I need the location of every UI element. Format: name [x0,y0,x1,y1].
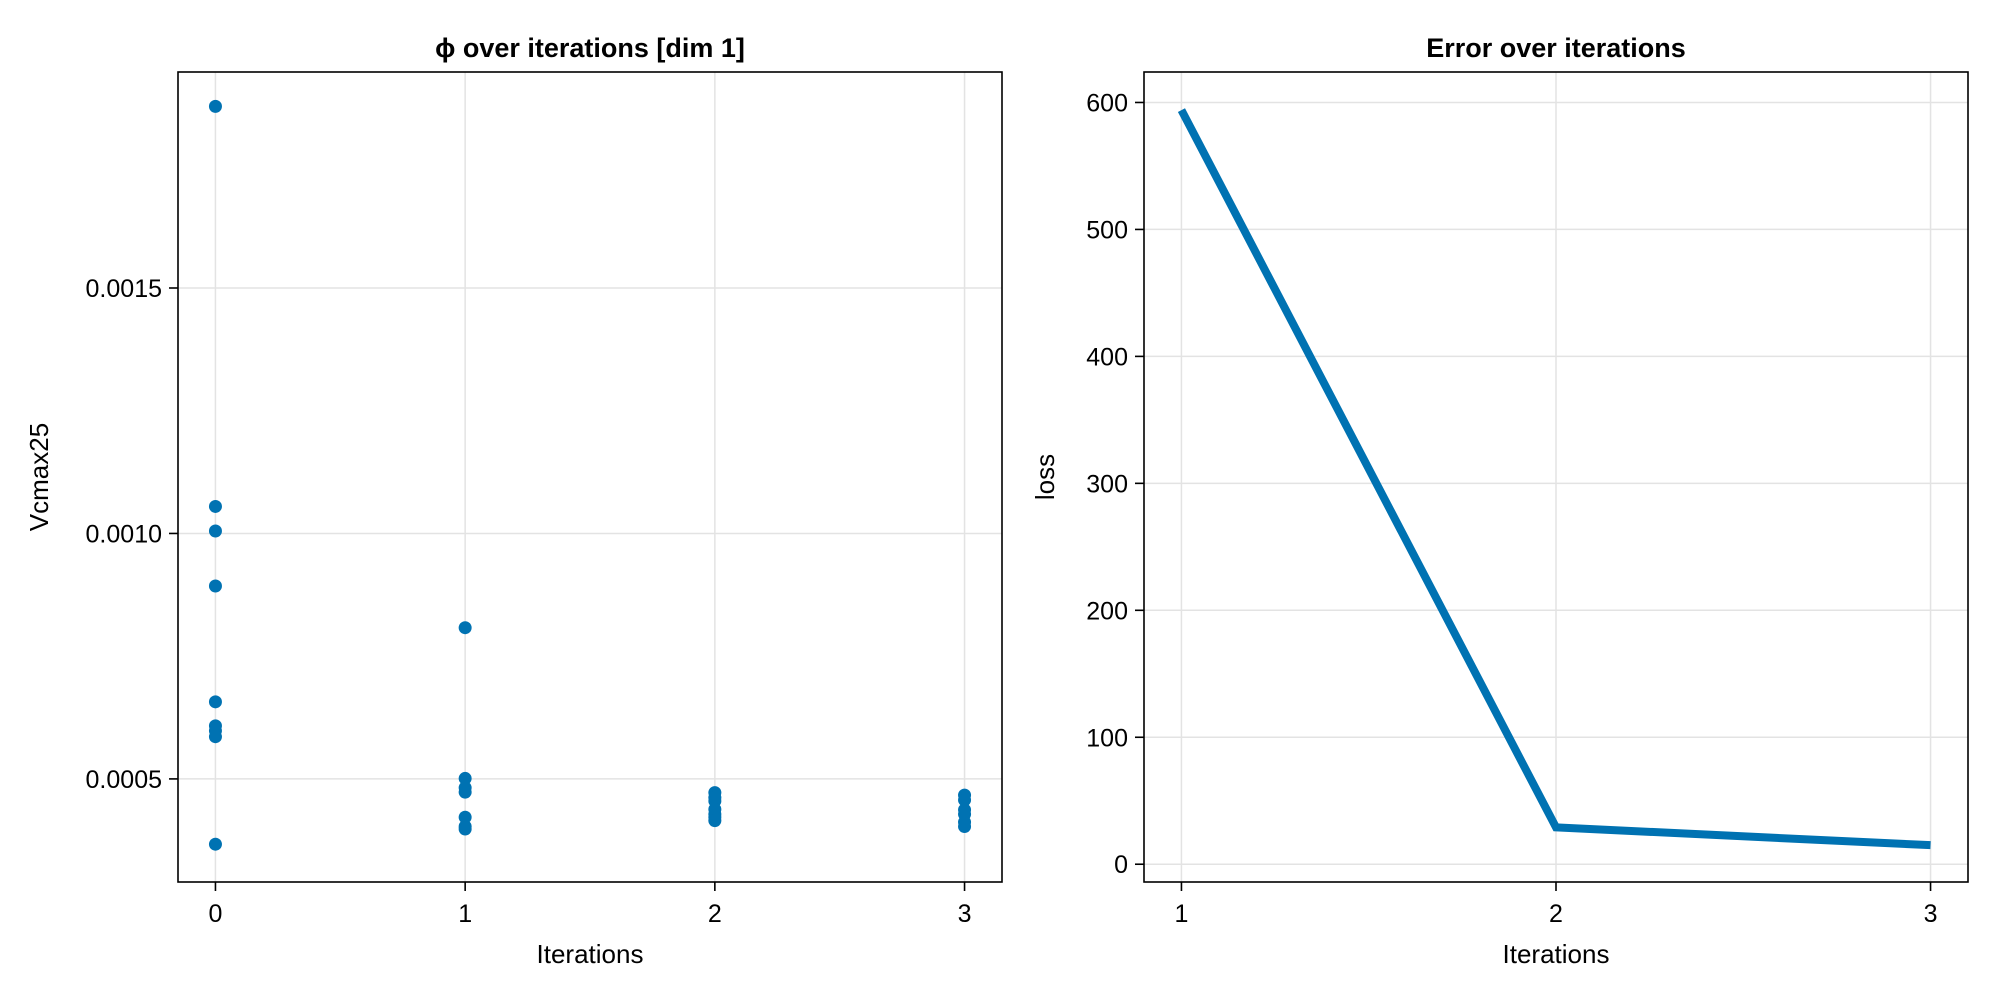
y-tick-label: 0.0015 [86,275,162,303]
y-tick-label: 500 [1086,216,1128,244]
x-tick-label: 2 [708,900,722,928]
y-tick-label: 0.0010 [86,520,162,548]
y-tick-label: 600 [1086,89,1128,117]
chart-title: Error over iterations [1426,33,1686,63]
error-line-panel: 1 2 3 0 100 200 300 400 500 600 Error over iterati… [1030,33,1969,969]
scatter-point [458,785,472,799]
x-tick-label: 0 [209,900,223,928]
scatter-point [208,524,222,538]
y-tick-label: 100 [1086,724,1128,752]
x-tick-label: 3 [1924,900,1938,928]
scatter-point [208,837,222,851]
scatter-point [958,820,972,834]
chart-title: ϕ over iterations [dim 1] [435,33,745,63]
y-tick-label: 0 [1114,851,1128,879]
scatter-point [458,621,472,635]
x-tick-label: 2 [1549,900,1563,928]
scatter-point [458,771,472,785]
scatter-point [208,499,222,513]
scatter-point [208,579,222,593]
x-axis-label: Iterations [537,939,644,969]
scatter-point [208,730,222,744]
x-axis-label: Iterations [1503,939,1610,969]
phi-scatter-panel: 0 1 2 3 0.0005 0.0010 0.0015 ϕ over iterations … [24,33,1003,969]
x-tick-label: 1 [1175,900,1189,928]
x-tick-label: 1 [458,900,472,928]
scatter-point [958,793,972,807]
y-axis-label: loss [1030,454,1060,500]
loss-line [1177,108,1931,850]
y-tick-label: 300 [1086,470,1128,498]
y-axis-label: Vcmax25 [24,423,54,531]
y-tick-label: 400 [1086,343,1128,371]
scatter-point [458,822,472,836]
y-tick-label: 0.0005 [86,766,162,794]
scatter-point [458,810,472,824]
scatter-point [208,99,222,113]
x-tick-label: 3 [958,900,972,928]
y-tick-label: 200 [1086,597,1128,625]
scatter-point [208,695,222,709]
plot-frame [177,71,1003,883]
scatter-point [708,814,722,828]
